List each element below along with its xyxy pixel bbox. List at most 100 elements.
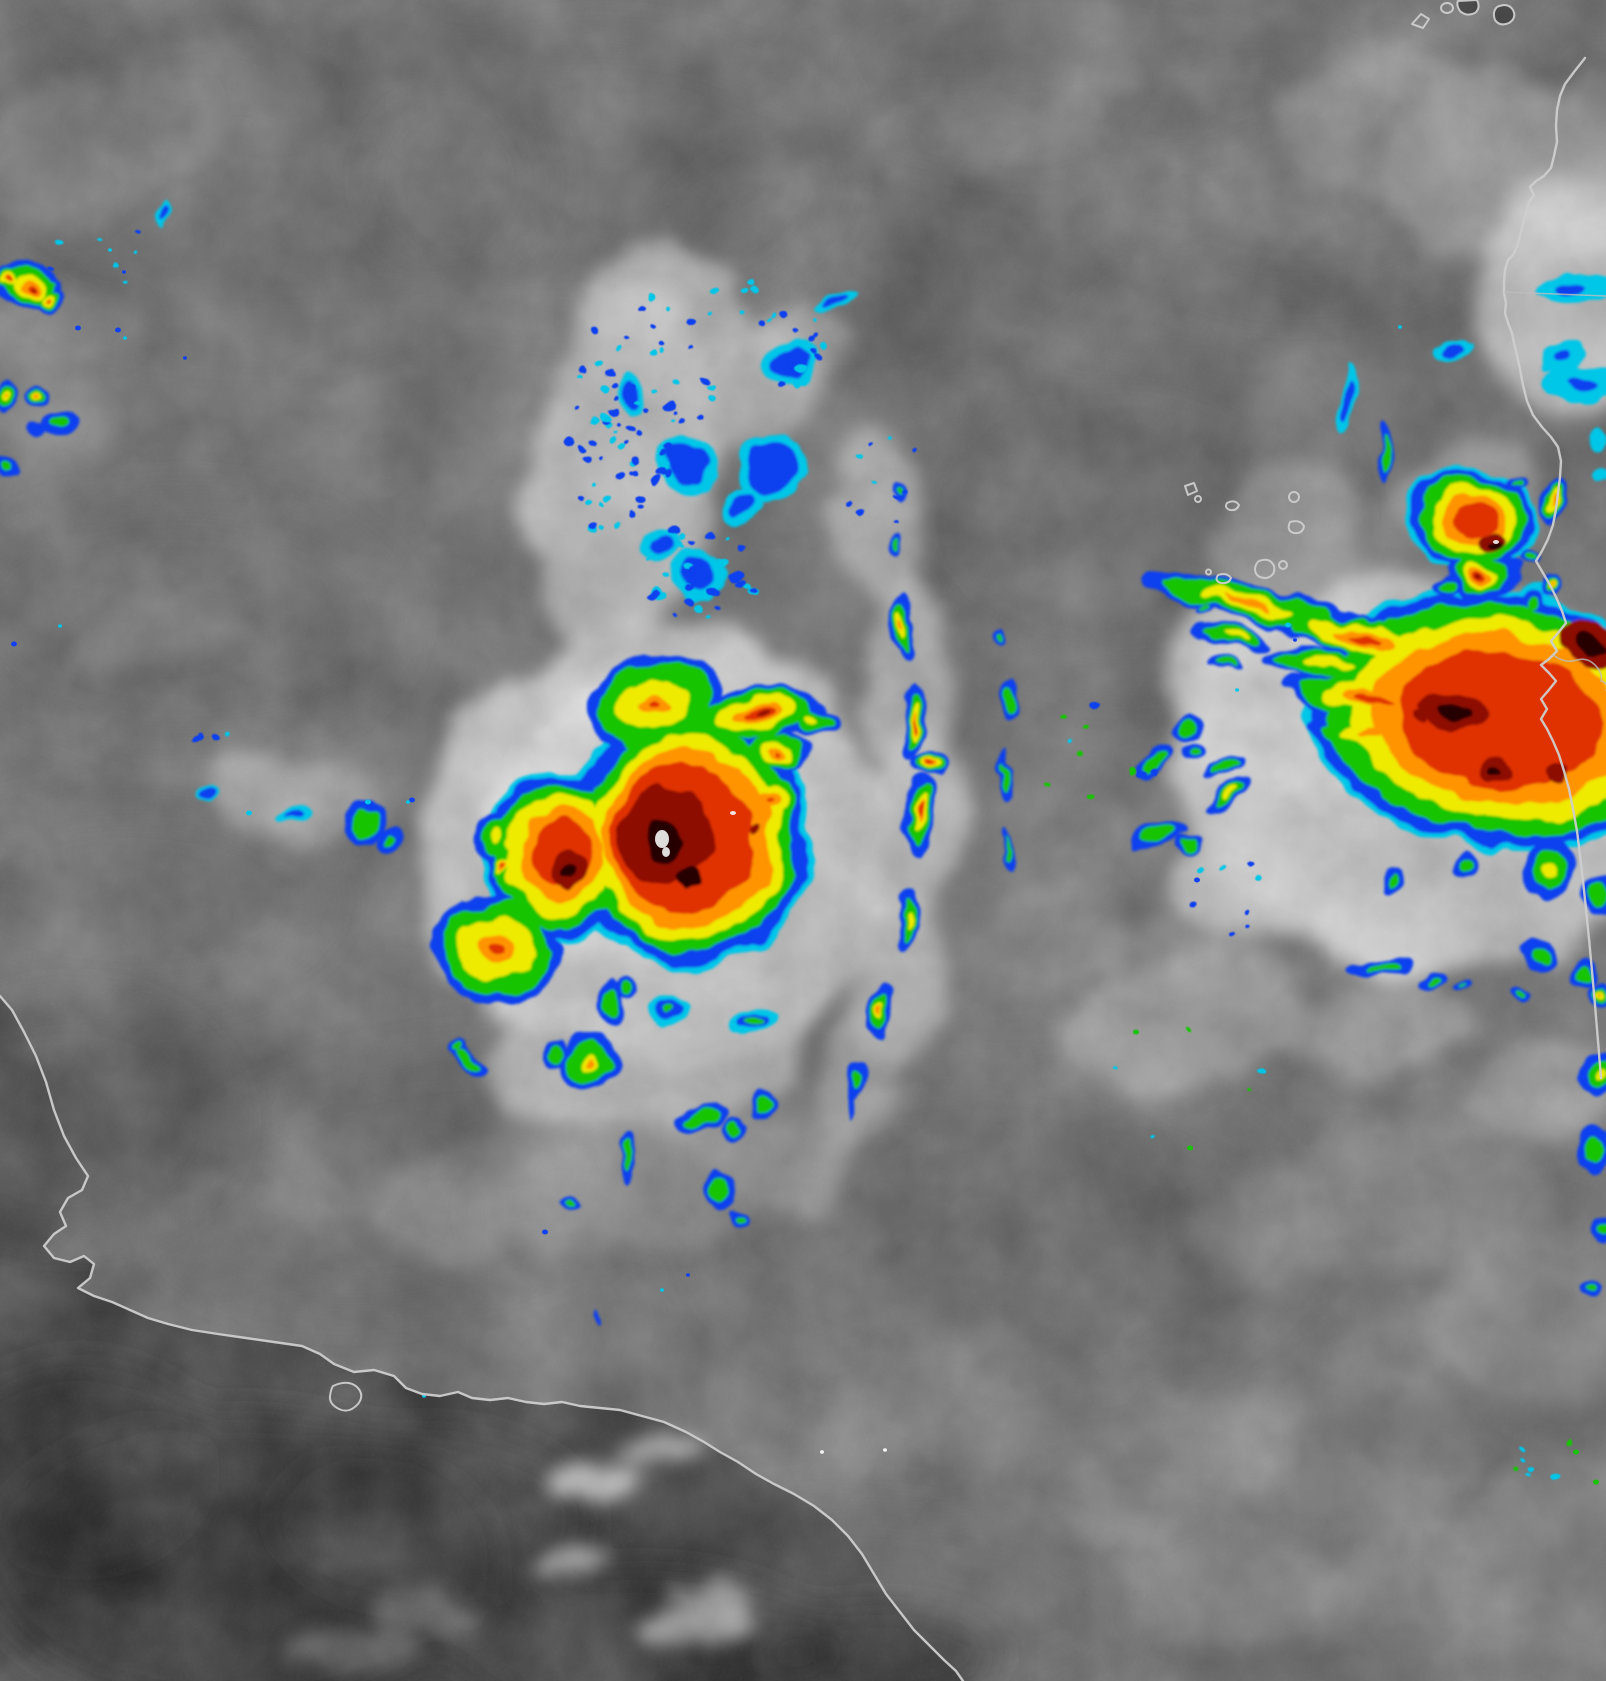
cold-speckle (608, 408, 619, 416)
cold-speckle (133, 250, 139, 255)
cold-speckle (693, 567, 704, 576)
cold-speckle (576, 445, 584, 452)
cold-speckle (1518, 1447, 1524, 1453)
isolated-cold-cell (122, 270, 126, 274)
isolated-cold-cell (820, 1450, 824, 1454)
convection-tier-b (1567, 374, 1597, 390)
convection-tier-g (621, 982, 635, 994)
cold-speckle (1185, 1029, 1191, 1034)
convection-tier-o (902, 618, 908, 632)
convection-tier-g (1577, 968, 1593, 982)
cold-speckle (626, 510, 636, 517)
island-outline-cape-verde-island-4 (1288, 491, 1300, 503)
cold-speckle (744, 583, 751, 589)
cold-speckle-layer (47, 229, 1572, 1480)
cold-speckle (739, 288, 748, 295)
convection-tier-k (1486, 759, 1502, 771)
coastline-africa (1502, 56, 1603, 1080)
island-outline-canary-island-1 (1411, 13, 1430, 29)
isolated-cold-cell (686, 1273, 690, 1277)
convection-tier-y (901, 910, 909, 930)
convection-tier-o (35, 390, 41, 396)
isolated-cold-cell (1593, 1479, 1599, 1485)
cold-speckle (591, 417, 600, 424)
cold-speckle (795, 363, 806, 372)
cold-speckle (738, 310, 743, 314)
cold-speckle (872, 479, 877, 484)
cold-speckle (619, 475, 624, 479)
cold-speckle (1515, 1465, 1521, 1470)
cold-speckle (911, 449, 917, 454)
convection-tier-o (880, 1010, 884, 1020)
island-outline-canary-island-3 (1456, 0, 1480, 16)
cold-speckle (1218, 866, 1226, 872)
cold-speckle (671, 380, 680, 387)
cold-speckle (1551, 1473, 1560, 1480)
cold-speckle (633, 430, 641, 436)
convection-tier-g (1001, 759, 1009, 791)
cold-speckle (577, 374, 582, 379)
cold-speckle (1188, 902, 1195, 908)
convection-tier-r (490, 942, 504, 954)
cold-speckle (684, 598, 695, 608)
cold-speckle (706, 614, 711, 619)
convection-tier-g (998, 632, 1006, 640)
cold-speckle (626, 425, 634, 432)
cold-speckle (1090, 701, 1100, 710)
convection-tier-k (565, 865, 579, 881)
cold-speckle (696, 413, 704, 420)
convection-tier-k (1573, 632, 1606, 658)
convection-tier-g (1392, 874, 1404, 886)
overshooting-top (655, 830, 669, 848)
cold-speckle (632, 385, 637, 389)
island-outline-cape-verde-island-1 (1184, 482, 1198, 496)
convection-tier-b (163, 208, 167, 222)
cold-speckle (670, 462, 678, 468)
cold-speckle (54, 239, 62, 246)
convection-tier-r (1349, 635, 1381, 645)
isolated-cold-cell (246, 810, 252, 816)
isolated-cold-cell (406, 800, 410, 804)
convection-tier-b (775, 345, 809, 379)
convection-tier-g (896, 488, 904, 496)
convection-tier-y (1220, 788, 1236, 802)
cold-speckle (1520, 1457, 1525, 1461)
convection-tier-g (1181, 716, 1199, 734)
cold-speckle (611, 384, 618, 389)
cold-speckle (629, 456, 639, 464)
cold-speckle (1245, 908, 1252, 914)
convection-tier-c (1586, 428, 1606, 452)
convection-tier-g (1589, 886, 1606, 904)
convection-tier-g (1522, 595, 1538, 609)
cold-speckle (792, 328, 798, 332)
isolated-cold-cell (1235, 688, 1239, 692)
convection-tier-g (1585, 1285, 1595, 1295)
convection-tier-g (453, 1044, 463, 1052)
cold-speckle (1247, 863, 1254, 869)
cold-speckle (649, 350, 657, 357)
island-outline-canary-island-4 (1492, 4, 1516, 26)
convection-tier-g (850, 1073, 860, 1091)
cold-speckle (133, 229, 139, 234)
cold-speckle (779, 311, 789, 319)
cold-speckle (855, 452, 863, 459)
convection-tier-g (709, 1177, 727, 1207)
cold-speckle (646, 590, 658, 600)
convection-tier-g (756, 1098, 768, 1118)
cold-speckle (1528, 1464, 1536, 1470)
cold-speckle (599, 456, 604, 461)
cold-speckle (667, 525, 679, 535)
cold-speckle (1129, 768, 1137, 775)
convection-tier-o (1598, 993, 1602, 997)
cold-speckle (704, 534, 715, 542)
convection-tier-b (733, 493, 757, 517)
cold-speckle (1243, 924, 1249, 929)
cold-speckle (686, 317, 696, 324)
convection-tier-b (1554, 350, 1570, 360)
convection-tier-r (649, 701, 661, 711)
cold-speckle (1246, 1088, 1252, 1093)
cold-speckle (660, 462, 669, 469)
storm-convection-layer (0, 202, 1606, 1327)
cold-speckle (596, 360, 604, 367)
cold-speckle (748, 587, 757, 594)
